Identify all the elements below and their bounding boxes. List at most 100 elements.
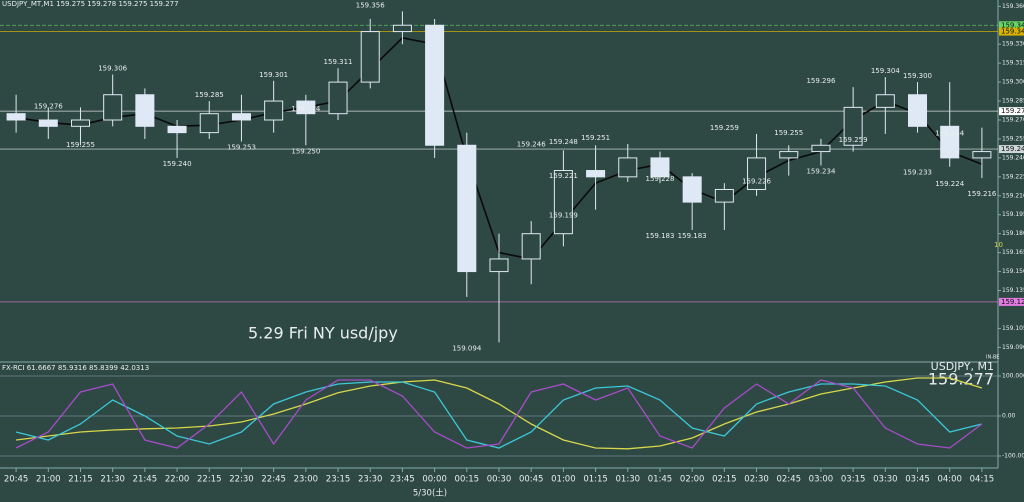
price-label: 159.304 xyxy=(871,67,900,75)
x-tick-label: 02:00 xyxy=(680,475,705,485)
x-tick-label: 03:15 xyxy=(841,475,866,485)
y-tick-label: 159.330 xyxy=(1002,41,1024,48)
x-tick-label: 03:45 xyxy=(905,475,930,485)
candle-body xyxy=(135,94,155,127)
price-label: 159.251 xyxy=(581,134,610,142)
level-tag xyxy=(999,27,1024,36)
candle-body xyxy=(167,125,187,134)
x-tick-label: 22:30 xyxy=(229,475,254,485)
price-label: 159.306 xyxy=(98,65,127,73)
y-tick-label: 159.150 xyxy=(1002,268,1024,275)
last-price: 159.277 xyxy=(928,370,994,389)
x-tick-label: 03:00 xyxy=(809,475,834,485)
candle-body xyxy=(682,176,702,203)
price-label: 159.216 xyxy=(967,190,996,198)
price-label: 159.300 xyxy=(903,72,932,80)
x-tick-label: 23:00 xyxy=(294,475,319,485)
price-label: 159.234 xyxy=(806,167,835,175)
x-tick-label: 03:30 xyxy=(873,475,898,485)
x-tick-label: 22:45 xyxy=(261,475,286,485)
price-label: 159.259 xyxy=(710,124,739,132)
price-label: 159.255 xyxy=(66,141,95,149)
candle-body xyxy=(553,170,573,235)
candle-body xyxy=(360,31,380,83)
candle-body xyxy=(714,188,734,203)
candle-body xyxy=(264,100,284,121)
chart-title: USDJPY_MT,M1 159.275 159.278 159.275 159… xyxy=(2,0,179,8)
candle-body xyxy=(296,100,316,115)
price-label: 159.228 xyxy=(645,175,674,183)
x-tick-label: 20:45 xyxy=(4,475,29,485)
x-tick-label: 01:00 xyxy=(551,475,576,485)
level-tag xyxy=(999,297,1024,306)
x-tick-label: 00:30 xyxy=(487,475,512,485)
price-label: 159.199 xyxy=(549,212,578,220)
price-label: 159.276 xyxy=(34,102,63,110)
indicator-line xyxy=(15,381,983,449)
level-tag-label: 159.126 xyxy=(1001,298,1024,306)
candle-body xyxy=(103,94,123,121)
candle-body xyxy=(811,144,831,153)
price-label: 159.259 xyxy=(839,136,868,144)
x-tick-label: 23:45 xyxy=(390,475,415,485)
y-tick-label: 159.315 xyxy=(1002,60,1024,67)
candle-body xyxy=(618,157,638,178)
candle-body xyxy=(940,125,960,159)
candle-body xyxy=(199,113,219,134)
y-tick-label: 159.195 xyxy=(1002,211,1024,218)
price-label: 159.248 xyxy=(549,138,578,146)
level-tag-label: 159.340 xyxy=(1001,28,1024,36)
indicator-line xyxy=(16,377,983,450)
price-label: 159.255 xyxy=(774,129,803,137)
candle-body xyxy=(521,233,541,260)
date-label: 5/30(土) xyxy=(413,488,447,499)
price-label: 159.233 xyxy=(903,169,932,177)
x-tick-label: 01:30 xyxy=(616,475,641,485)
price-label: 159.264 xyxy=(935,130,964,138)
price-label: 159.301 xyxy=(259,71,288,79)
symbol-label: USDJPY, M1 xyxy=(931,360,994,373)
y-tick-label: 0.00 xyxy=(1002,413,1016,420)
candle-body xyxy=(843,106,863,146)
x-tick-label: 04:00 xyxy=(937,475,962,485)
y-tick-label: 159.135 xyxy=(1002,287,1024,294)
level-tag-label: 159.345 xyxy=(1001,21,1024,29)
indicator-line xyxy=(15,379,983,449)
level-tag-label: 159.247 xyxy=(1001,145,1024,153)
x-tick-label: 21:00 xyxy=(36,475,61,485)
candle-body xyxy=(6,113,26,121)
x-tick-label: 23:15 xyxy=(326,475,351,485)
price-label: 159.296 xyxy=(806,77,835,85)
price-label: 159.240 xyxy=(163,160,192,168)
price-label: 159.183 xyxy=(678,232,707,240)
price-label: 159.224 xyxy=(935,180,964,188)
x-tick-label: 22:15 xyxy=(197,475,222,485)
y-tick-label: 159.240 xyxy=(1002,154,1024,161)
y-tick-label: 159.360 xyxy=(1002,3,1024,10)
x-tick-label: 01:15 xyxy=(583,475,608,485)
candle-body xyxy=(328,81,348,115)
corner-label: 10 xyxy=(994,241,1003,249)
candle-body xyxy=(972,151,992,159)
level-tag xyxy=(999,145,1024,154)
candle-body xyxy=(38,119,58,127)
x-tick-label: 00:15 xyxy=(455,475,480,485)
x-tick-label: 21:15 xyxy=(68,475,93,485)
x-tick-label: 04:15 xyxy=(970,475,995,485)
candle-body xyxy=(457,144,477,273)
candle-body xyxy=(875,94,895,108)
price-label: 159.356 xyxy=(356,1,385,9)
y-tick-label: 159.225 xyxy=(1002,173,1024,180)
y-tick-label: 159.210 xyxy=(1002,192,1024,199)
candle-body xyxy=(650,157,670,178)
panel-tag: IN-BE xyxy=(986,355,999,361)
candle-body xyxy=(425,24,445,146)
price-label: 159.183 xyxy=(645,232,674,240)
x-tick-label: 00:45 xyxy=(519,475,544,485)
y-tick-label: 159.105 xyxy=(1002,325,1024,332)
